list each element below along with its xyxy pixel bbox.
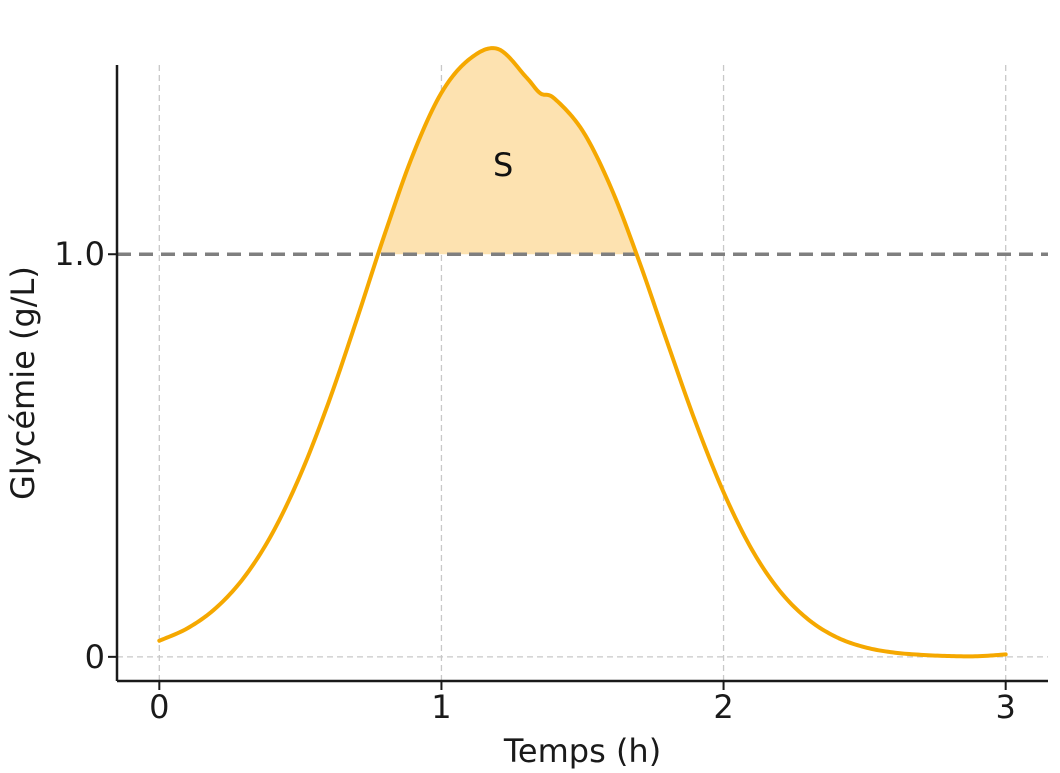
x-tick-label-0: 0 bbox=[149, 688, 169, 726]
y-axis-title: Glycémie (g/L) bbox=[4, 266, 42, 500]
glycemia-curve bbox=[157, 46, 1008, 659]
shaded-area-s bbox=[380, 48, 637, 255]
tick-layer: 0 1 2 3 0 1.0 bbox=[54, 235, 1016, 726]
x-axis-title: Temps (h) bbox=[503, 732, 661, 770]
x-tick-label-1: 1 bbox=[431, 688, 451, 726]
y-tick-label-0: 0 bbox=[85, 638, 105, 676]
y-tick-label-1.0: 1.0 bbox=[54, 235, 105, 273]
area-label-s: S bbox=[493, 146, 513, 184]
x-tick-label-2: 2 bbox=[713, 688, 733, 726]
x-tick-label-3: 3 bbox=[996, 688, 1016, 726]
